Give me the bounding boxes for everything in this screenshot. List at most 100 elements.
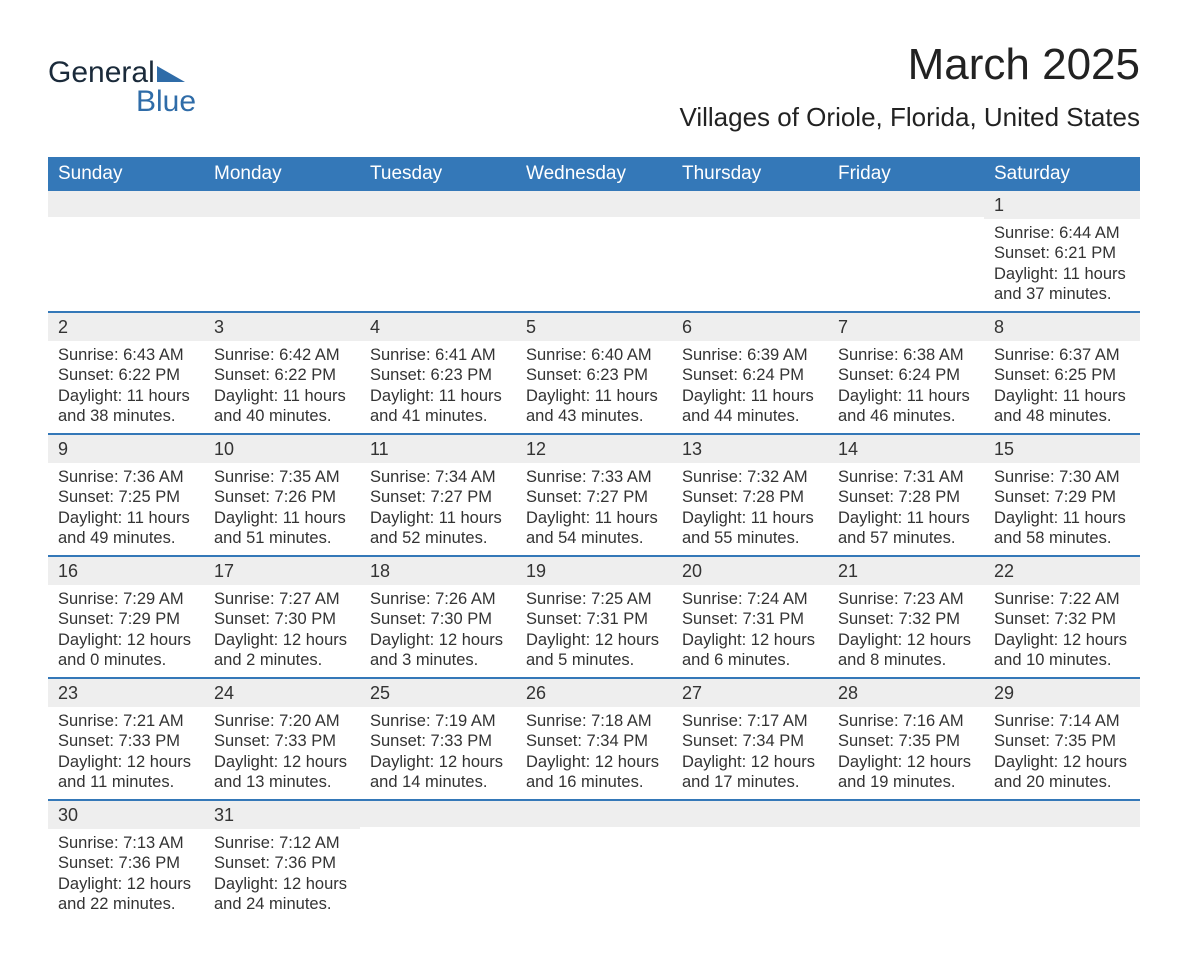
day-body: Sunrise: 7:23 AMSunset: 7:32 PMDaylight:… bbox=[828, 585, 984, 678]
day-number-bar: 13 bbox=[672, 435, 828, 463]
calendar-day-cell: 21Sunrise: 7:23 AMSunset: 7:32 PMDayligh… bbox=[828, 557, 984, 677]
day-number-bar: 1 bbox=[984, 191, 1140, 219]
weekday-header-cell: Monday bbox=[204, 157, 360, 191]
day-body: Sunrise: 6:37 AMSunset: 6:25 PMDaylight:… bbox=[984, 341, 1140, 434]
day-day1-line: Daylight: 12 hours bbox=[994, 752, 1130, 773]
calendar-day-cell: 11Sunrise: 7:34 AMSunset: 7:27 PMDayligh… bbox=[360, 435, 516, 555]
day-body bbox=[516, 827, 672, 899]
weekday-header-cell: Sunday bbox=[48, 157, 204, 191]
day-sunrise-line: Sunrise: 7:14 AM bbox=[994, 711, 1130, 732]
logo-top: General bbox=[48, 58, 185, 88]
day-sunset-line: Sunset: 7:30 PM bbox=[214, 609, 350, 630]
day-day1-line: Daylight: 12 hours bbox=[526, 630, 662, 651]
calendar-day-cell: 14Sunrise: 7:31 AMSunset: 7:28 PMDayligh… bbox=[828, 435, 984, 555]
day-body: Sunrise: 6:38 AMSunset: 6:24 PMDaylight:… bbox=[828, 341, 984, 434]
day-sunrise-line: Sunrise: 7:25 AM bbox=[526, 589, 662, 610]
day-day2-line: and 10 minutes. bbox=[994, 650, 1130, 671]
day-body: Sunrise: 6:40 AMSunset: 6:23 PMDaylight:… bbox=[516, 341, 672, 434]
day-day1-line: Daylight: 11 hours bbox=[526, 386, 662, 407]
day-sunrise-line: Sunrise: 6:43 AM bbox=[58, 345, 194, 366]
day-sunset-line: Sunset: 6:24 PM bbox=[682, 365, 818, 386]
day-day2-line: and 6 minutes. bbox=[682, 650, 818, 671]
day-day1-line: Daylight: 11 hours bbox=[682, 508, 818, 529]
day-sunset-line: Sunset: 7:33 PM bbox=[214, 731, 350, 752]
calendar-day-cell bbox=[360, 191, 516, 311]
location: Villages of Oriole, Florida, United Stat… bbox=[679, 102, 1140, 133]
calendar-week-row: 2Sunrise: 6:43 AMSunset: 6:22 PMDaylight… bbox=[48, 311, 1140, 433]
day-sunset-line: Sunset: 7:34 PM bbox=[526, 731, 662, 752]
weekday-header-cell: Thursday bbox=[672, 157, 828, 191]
day-body: Sunrise: 7:34 AMSunset: 7:27 PMDaylight:… bbox=[360, 463, 516, 556]
day-sunrise-line: Sunrise: 7:32 AM bbox=[682, 467, 818, 488]
calendar-day-cell: 18Sunrise: 7:26 AMSunset: 7:30 PMDayligh… bbox=[360, 557, 516, 677]
day-sunset-line: Sunset: 6:22 PM bbox=[58, 365, 194, 386]
day-number-bar: 6 bbox=[672, 313, 828, 341]
day-body: Sunrise: 7:20 AMSunset: 7:33 PMDaylight:… bbox=[204, 707, 360, 800]
calendar-week-row: 23Sunrise: 7:21 AMSunset: 7:33 PMDayligh… bbox=[48, 677, 1140, 799]
day-sunset-line: Sunset: 7:35 PM bbox=[838, 731, 974, 752]
day-day2-line: and 51 minutes. bbox=[214, 528, 350, 549]
day-day1-line: Daylight: 12 hours bbox=[214, 630, 350, 651]
day-day1-line: Daylight: 12 hours bbox=[370, 630, 506, 651]
weekday-header-cell: Friday bbox=[828, 157, 984, 191]
day-sunrise-line: Sunrise: 7:35 AM bbox=[214, 467, 350, 488]
day-body bbox=[672, 827, 828, 899]
day-day2-line: and 8 minutes. bbox=[838, 650, 974, 671]
day-sunset-line: Sunset: 7:28 PM bbox=[838, 487, 974, 508]
day-day2-line: and 49 minutes. bbox=[58, 528, 194, 549]
day-day2-line: and 55 minutes. bbox=[682, 528, 818, 549]
logo-text-blue: Blue bbox=[136, 88, 196, 115]
day-body: Sunrise: 7:27 AMSunset: 7:30 PMDaylight:… bbox=[204, 585, 360, 678]
day-body bbox=[204, 217, 360, 289]
day-number-bar bbox=[360, 191, 516, 217]
day-sunrise-line: Sunrise: 7:16 AM bbox=[838, 711, 974, 732]
day-day1-line: Daylight: 11 hours bbox=[370, 386, 506, 407]
day-number-bar: 31 bbox=[204, 801, 360, 829]
day-day2-line: and 24 minutes. bbox=[214, 894, 350, 915]
calendar-day-cell: 3Sunrise: 6:42 AMSunset: 6:22 PMDaylight… bbox=[204, 313, 360, 433]
day-sunset-line: Sunset: 7:33 PM bbox=[370, 731, 506, 752]
day-body: Sunrise: 6:44 AMSunset: 6:21 PMDaylight:… bbox=[984, 219, 1140, 312]
calendar-day-cell: 4Sunrise: 6:41 AMSunset: 6:23 PMDaylight… bbox=[360, 313, 516, 433]
day-day1-line: Daylight: 12 hours bbox=[994, 630, 1130, 651]
day-number-bar: 19 bbox=[516, 557, 672, 585]
day-sunrise-line: Sunrise: 7:27 AM bbox=[214, 589, 350, 610]
day-day1-line: Daylight: 11 hours bbox=[994, 386, 1130, 407]
day-sunrise-line: Sunrise: 7:22 AM bbox=[994, 589, 1130, 610]
day-sunset-line: Sunset: 6:22 PM bbox=[214, 365, 350, 386]
day-day2-line: and 2 minutes. bbox=[214, 650, 350, 671]
day-day2-line: and 52 minutes. bbox=[370, 528, 506, 549]
day-sunset-line: Sunset: 7:27 PM bbox=[370, 487, 506, 508]
day-sunrise-line: Sunrise: 7:21 AM bbox=[58, 711, 194, 732]
calendar-day-cell: 12Sunrise: 7:33 AMSunset: 7:27 PMDayligh… bbox=[516, 435, 672, 555]
day-day2-line: and 17 minutes. bbox=[682, 772, 818, 793]
day-day1-line: Daylight: 11 hours bbox=[838, 508, 974, 529]
day-sunrise-line: Sunrise: 7:34 AM bbox=[370, 467, 506, 488]
day-day1-line: Daylight: 11 hours bbox=[994, 508, 1130, 529]
day-sunset-line: Sunset: 7:32 PM bbox=[994, 609, 1130, 630]
day-number-bar: 28 bbox=[828, 679, 984, 707]
day-day1-line: Daylight: 11 hours bbox=[58, 386, 194, 407]
calendar-week-row: 16Sunrise: 7:29 AMSunset: 7:29 PMDayligh… bbox=[48, 555, 1140, 677]
day-number-bar: 20 bbox=[672, 557, 828, 585]
month-title: March 2025 bbox=[679, 40, 1140, 90]
day-day2-line: and 48 minutes. bbox=[994, 406, 1130, 427]
day-sunset-line: Sunset: 7:26 PM bbox=[214, 487, 350, 508]
day-number-bar bbox=[516, 191, 672, 217]
day-number-bar bbox=[672, 801, 828, 827]
day-body bbox=[984, 827, 1140, 899]
logo-text-general: General bbox=[48, 58, 155, 88]
day-day2-line: and 38 minutes. bbox=[58, 406, 194, 427]
day-number-bar: 15 bbox=[984, 435, 1140, 463]
day-day1-line: Daylight: 12 hours bbox=[838, 630, 974, 651]
day-body: Sunrise: 6:41 AMSunset: 6:23 PMDaylight:… bbox=[360, 341, 516, 434]
calendar-day-cell bbox=[516, 801, 672, 921]
day-number-bar: 7 bbox=[828, 313, 984, 341]
day-day2-line: and 57 minutes. bbox=[838, 528, 974, 549]
day-sunrise-line: Sunrise: 6:44 AM bbox=[994, 223, 1130, 244]
day-body bbox=[828, 217, 984, 289]
calendar-day-cell bbox=[984, 801, 1140, 921]
day-body bbox=[360, 217, 516, 289]
calendar-body: 1Sunrise: 6:44 AMSunset: 6:21 PMDaylight… bbox=[48, 191, 1140, 921]
day-sunrise-line: Sunrise: 7:30 AM bbox=[994, 467, 1130, 488]
